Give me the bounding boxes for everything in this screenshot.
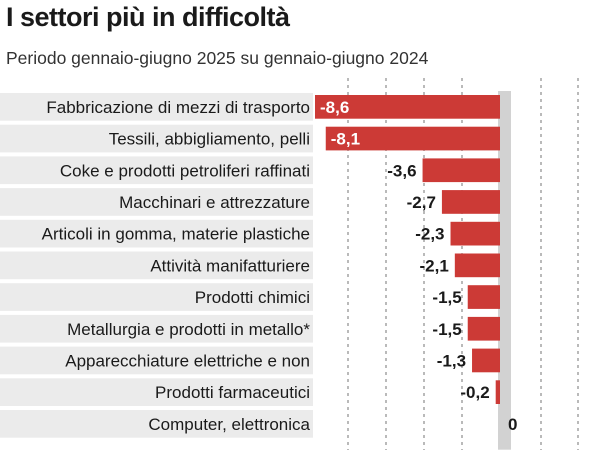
row-band <box>0 219 313 248</box>
row-band <box>0 378 313 406</box>
category-label: Metallurgia e prodotti in metallo* <box>67 320 310 339</box>
value-label: -0,2 <box>460 383 489 402</box>
category-label: Macchinari e attrezzature <box>119 193 310 212</box>
category-label: Computer, elettronica <box>148 415 310 434</box>
category-label: Attività manifatturiere <box>150 256 310 275</box>
bar <box>441 190 500 214</box>
value-label: -8,6 <box>320 98 349 117</box>
row-band <box>0 346 313 375</box>
row-band <box>0 93 313 121</box>
value-label: 0 <box>508 415 517 434</box>
bar <box>467 316 500 341</box>
bar <box>450 221 500 246</box>
category-label: Prodotti chimici <box>195 288 310 307</box>
category-label: Apparecchiature elettriche e non <box>65 351 310 370</box>
bar <box>315 95 500 119</box>
value-label: -2,1 <box>420 256 449 275</box>
row-band <box>0 314 313 343</box>
value-label: -1,5 <box>432 288 461 307</box>
value-label: -3,6 <box>387 161 416 180</box>
row-band <box>0 410 313 438</box>
value-label: -2,7 <box>407 193 436 212</box>
value-label: -2,3 <box>415 225 444 244</box>
category-label: Fabbricazione di mezzi di trasporto <box>46 98 310 117</box>
value-label: -8,1 <box>331 130 360 149</box>
bar <box>325 126 500 151</box>
row-band <box>0 283 313 311</box>
bar <box>495 380 500 404</box>
row-band <box>0 251 313 280</box>
bar <box>422 158 500 183</box>
value-label: -1,5 <box>432 320 461 339</box>
row-band <box>0 124 313 153</box>
chart-subtitle: Periodo gennaio-giugno 2025 su gennaio-g… <box>6 48 429 68</box>
row-band <box>0 156 313 185</box>
category-label: Prodotti farmaceutici <box>155 383 310 402</box>
zero-shade <box>498 91 511 450</box>
category-label: Tessili, abbigliamento, pelli <box>109 130 310 149</box>
category-label: Coke e prodotti petroliferi raffinati <box>60 161 310 180</box>
category-label: Articoli in gomma, materie plastiche <box>42 225 310 244</box>
bar <box>472 348 500 373</box>
row-band <box>0 188 313 216</box>
bar <box>467 285 500 309</box>
chart-title: I settori più in difficoltà <box>6 2 290 32</box>
value-label: -1,3 <box>437 351 466 370</box>
bar <box>454 253 500 278</box>
